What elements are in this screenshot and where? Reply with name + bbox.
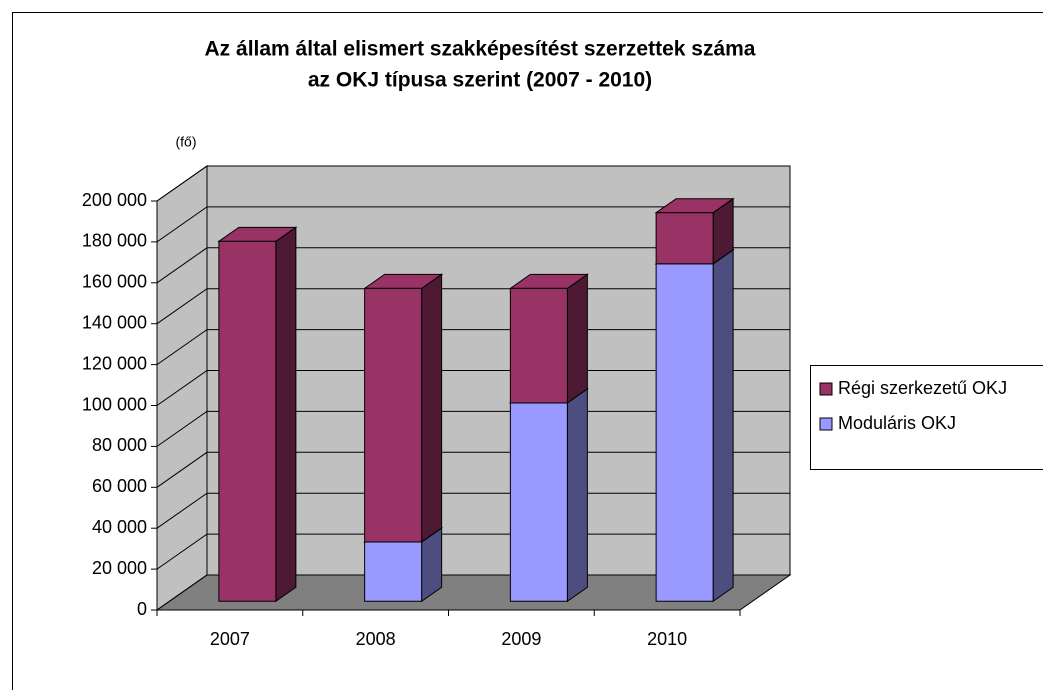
- bar-front: [510, 288, 567, 403]
- bar-side: [422, 274, 442, 542]
- y-tick-label: 20 000: [92, 558, 147, 578]
- chart-title: Az állam által elismert szakképesítést s…: [205, 38, 756, 61]
- bar: [219, 227, 296, 601]
- y-tick-label: 80 000: [92, 435, 147, 455]
- bar-front: [510, 403, 567, 601]
- x-tick-label: 2009: [501, 629, 541, 649]
- bar-front: [656, 213, 713, 264]
- bar: [510, 274, 587, 403]
- y-tick-label: 0: [137, 599, 147, 619]
- bar-side: [713, 250, 733, 601]
- bar-side: [276, 227, 296, 601]
- legend-swatch: [820, 418, 832, 430]
- y-tick-label: 60 000: [92, 476, 147, 496]
- y-tick-label: 140 000: [82, 312, 147, 332]
- y-tick-label: 40 000: [92, 517, 147, 537]
- legend-label: Régi szerkezetű OKJ: [838, 378, 1007, 398]
- bar-side: [567, 274, 587, 403]
- legend-label: Moduláris OKJ: [838, 413, 956, 433]
- legend-swatch: [820, 383, 832, 395]
- x-tick-label: 2008: [356, 629, 396, 649]
- y-tick-label: 120 000: [82, 353, 147, 373]
- y-tick-label: 160 000: [82, 272, 147, 292]
- x-tick-label: 2010: [647, 629, 687, 649]
- x-tick-label: 2007: [210, 629, 250, 649]
- y-tick-label: 180 000: [82, 231, 147, 251]
- bar: [656, 199, 733, 264]
- bar: [510, 389, 587, 601]
- bar-front: [656, 264, 713, 601]
- bar: [656, 250, 733, 601]
- bar-front: [365, 542, 422, 601]
- y-tick-label: 100 000: [82, 394, 147, 414]
- y-unit: (fő): [176, 134, 197, 150]
- bar-front: [365, 288, 422, 542]
- y-tick-label: 200 000: [82, 190, 147, 210]
- bar-side: [567, 389, 587, 601]
- bar: [365, 274, 442, 542]
- chart-title: az OKJ típusa szerint (2007 - 2010): [308, 69, 652, 92]
- bar-front: [219, 241, 276, 601]
